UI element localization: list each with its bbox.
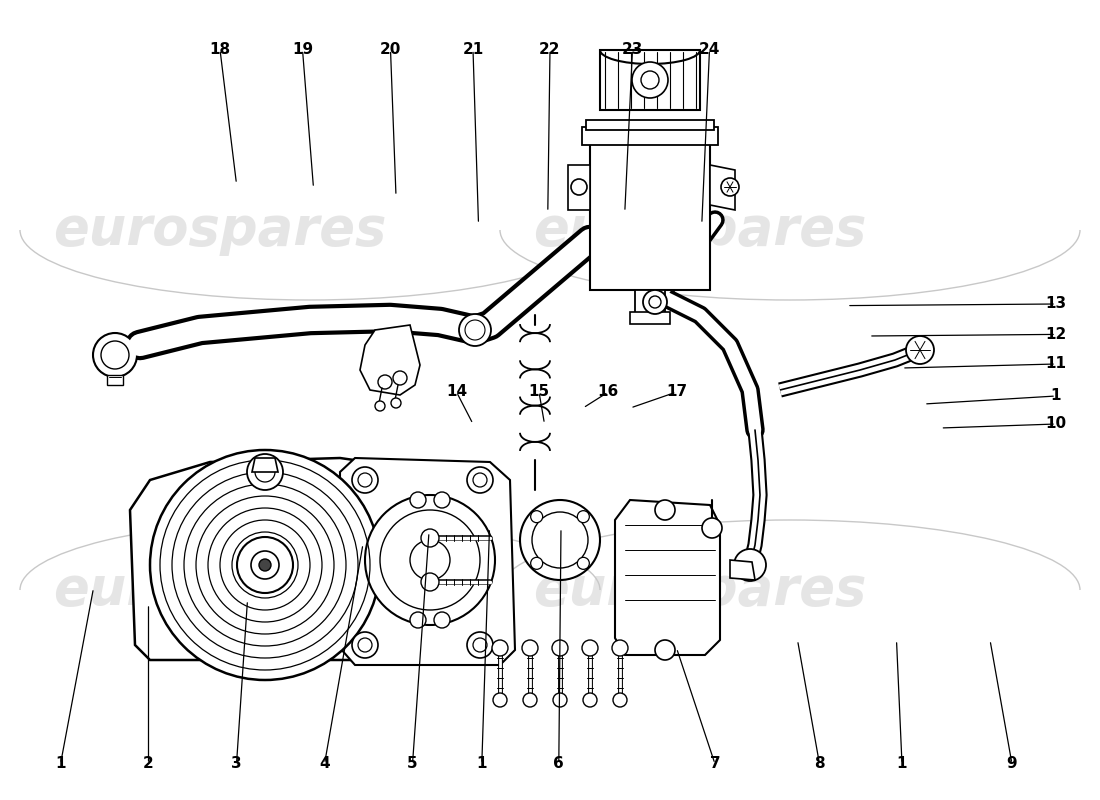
Polygon shape	[590, 135, 710, 290]
Circle shape	[375, 401, 385, 411]
Text: eurospares: eurospares	[53, 564, 387, 616]
Text: 7: 7	[710, 757, 720, 771]
Circle shape	[421, 529, 439, 547]
Circle shape	[251, 551, 279, 579]
Circle shape	[468, 632, 493, 658]
Circle shape	[522, 640, 538, 656]
Circle shape	[522, 693, 537, 707]
Polygon shape	[710, 165, 735, 210]
Text: eurospares: eurospares	[534, 564, 867, 616]
Text: 10: 10	[1045, 417, 1067, 431]
Circle shape	[468, 467, 493, 493]
Polygon shape	[252, 458, 278, 472]
Text: 1: 1	[1050, 389, 1062, 403]
Text: 19: 19	[292, 42, 313, 57]
Text: 12: 12	[1045, 327, 1067, 342]
Circle shape	[582, 640, 598, 656]
Circle shape	[421, 573, 439, 591]
Circle shape	[644, 290, 667, 314]
Circle shape	[553, 693, 566, 707]
Circle shape	[720, 178, 739, 196]
Circle shape	[552, 640, 568, 656]
Circle shape	[632, 62, 668, 98]
Circle shape	[702, 518, 722, 538]
Circle shape	[365, 495, 495, 625]
Circle shape	[493, 693, 507, 707]
Circle shape	[410, 612, 426, 628]
Polygon shape	[340, 458, 515, 665]
Text: 18: 18	[209, 42, 231, 57]
Polygon shape	[130, 458, 430, 660]
Circle shape	[379, 510, 480, 610]
Text: 15: 15	[528, 385, 550, 399]
Circle shape	[649, 296, 661, 308]
Circle shape	[434, 612, 450, 628]
Circle shape	[612, 640, 628, 656]
Text: 20: 20	[379, 42, 401, 57]
Circle shape	[578, 510, 590, 522]
Polygon shape	[568, 165, 590, 210]
Circle shape	[459, 314, 491, 346]
Text: 1: 1	[896, 757, 907, 771]
Circle shape	[390, 398, 402, 408]
Circle shape	[236, 537, 293, 593]
Circle shape	[520, 500, 600, 580]
Circle shape	[248, 454, 283, 490]
Circle shape	[258, 559, 271, 571]
Text: 21: 21	[462, 42, 484, 57]
Text: 17: 17	[666, 385, 688, 399]
Circle shape	[434, 492, 450, 508]
Text: eurospares: eurospares	[53, 204, 387, 256]
Circle shape	[906, 336, 934, 364]
Circle shape	[410, 540, 450, 580]
Circle shape	[734, 549, 766, 581]
Text: 5: 5	[407, 757, 418, 771]
Text: 3: 3	[231, 757, 242, 771]
Text: 22: 22	[539, 42, 561, 57]
Text: 9: 9	[1006, 757, 1018, 771]
Polygon shape	[615, 500, 720, 655]
Text: eurospares: eurospares	[534, 204, 867, 256]
Polygon shape	[730, 560, 755, 580]
Circle shape	[532, 512, 588, 568]
Text: 2: 2	[143, 757, 154, 771]
Text: 1: 1	[55, 757, 66, 771]
Text: 14: 14	[446, 385, 468, 399]
Circle shape	[583, 693, 597, 707]
Circle shape	[492, 640, 508, 656]
Polygon shape	[360, 325, 420, 395]
Circle shape	[530, 558, 542, 570]
Circle shape	[654, 500, 675, 520]
Circle shape	[378, 375, 392, 389]
Text: 13: 13	[1045, 297, 1067, 311]
Polygon shape	[107, 375, 123, 385]
Circle shape	[94, 333, 138, 377]
Text: 16: 16	[597, 385, 619, 399]
Circle shape	[578, 558, 590, 570]
Circle shape	[530, 510, 542, 522]
Circle shape	[352, 632, 378, 658]
Polygon shape	[600, 50, 700, 110]
Bar	[635, 290, 666, 315]
Circle shape	[150, 450, 380, 680]
Circle shape	[571, 179, 587, 195]
Polygon shape	[582, 127, 718, 145]
Circle shape	[654, 640, 675, 660]
Circle shape	[393, 371, 407, 385]
Text: 23: 23	[621, 42, 643, 57]
Text: 8: 8	[814, 757, 825, 771]
Text: 11: 11	[1045, 357, 1067, 371]
Text: 6: 6	[553, 757, 564, 771]
Text: 24: 24	[698, 42, 720, 57]
Circle shape	[352, 467, 378, 493]
Circle shape	[641, 71, 659, 89]
Polygon shape	[586, 120, 714, 130]
Circle shape	[613, 693, 627, 707]
Text: 4: 4	[319, 757, 330, 771]
Text: 1: 1	[476, 757, 487, 771]
Circle shape	[410, 492, 426, 508]
Bar	[630, 312, 670, 324]
